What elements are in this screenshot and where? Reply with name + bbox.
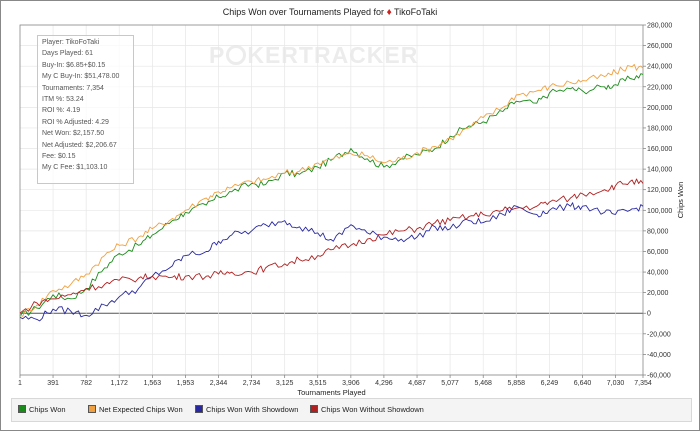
- x-tick-label: 7,030: [607, 380, 625, 387]
- y-tick-label: 280,000: [647, 23, 672, 30]
- y-tick-label: 240,000: [647, 64, 672, 71]
- stat-my-c-fee: My C Fee: $1,103.10: [42, 164, 108, 172]
- x-tick-label: 1,953: [177, 380, 195, 387]
- stat-roi-adjusted: ROI % Adjusted: 4.29: [42, 118, 109, 126]
- chip-icon: [226, 45, 247, 65]
- legend-swatch-with-showdown: [195, 405, 203, 413]
- y-tick-label: 40,000: [647, 270, 669, 277]
- stat-fee: Fee: $0.15: [42, 153, 76, 161]
- y-tick-label: 140,000: [647, 167, 672, 174]
- x-tick-label: 1: [18, 380, 22, 387]
- y-tick-label: -20,000: [647, 331, 671, 338]
- x-tick-label: 782: [80, 380, 92, 387]
- chart-title-text: Chips Won over Tournaments Played for: [222, 7, 385, 17]
- plot-border: [19, 24, 644, 376]
- y-tick-label: 160,000: [647, 146, 672, 153]
- series-line-chips-won-without-showdown: [19, 178, 644, 314]
- stat-my-c-buy-in: My C Buy-In: $51,478.00: [42, 73, 120, 81]
- x-tick-label: 3,515: [309, 380, 327, 387]
- y-tick-label: 60,000: [647, 249, 669, 256]
- x-tick-label: 6,249: [541, 380, 559, 387]
- legend-item-without-showdown[interactable]: Chips Won Without Showdown: [310, 405, 424, 414]
- y-tick-label: -60,000: [647, 373, 671, 380]
- watermark: P KERTRACKER: [209, 42, 419, 68]
- y-tick-label: 220,000: [647, 84, 672, 91]
- x-tick-label: 6,640: [574, 380, 592, 387]
- chart-legend: Chips Won Net Expected Chips Won Chips W…: [11, 398, 692, 422]
- x-tick-label: 7,354: [634, 380, 652, 387]
- stat-days-played: Days Played: 61: [42, 50, 93, 58]
- stat-itm: ITM %: 53.24: [42, 96, 84, 104]
- legend-label: Chips Won Without Showdown: [321, 405, 424, 414]
- legend-item-net-expected[interactable]: Net Expected Chips Won: [88, 405, 183, 414]
- chart-title: Chips Won over Tournaments Played for ♦ …: [0, 7, 660, 18]
- x-tick-label: 3,125: [276, 380, 294, 387]
- x-tick-label: 4,687: [408, 380, 426, 387]
- stat-net-adjusted: Net Adjusted: $2,206.67: [42, 141, 117, 149]
- legend-swatch-chips-won: [18, 405, 26, 413]
- x-tick-label: 391: [47, 380, 59, 387]
- x-tick-label: 5,077: [441, 380, 459, 387]
- y-tick-label: 120,000: [647, 187, 672, 194]
- x-tick-label: 3,906: [342, 380, 360, 387]
- y-tick-label: -40,000: [647, 352, 671, 359]
- stats-box: Player: TikoFoTaki Days Played: 61 Buy-I…: [37, 35, 134, 184]
- stat-player: Player: TikoFoTaki: [42, 39, 100, 46]
- x-axis-label: Tournaments Played: [297, 388, 365, 397]
- chart-title-player: TikoFoTaki: [394, 7, 438, 17]
- legend-label: Net Expected Chips Won: [99, 405, 183, 414]
- x-tick-label: 5,468: [474, 380, 492, 387]
- y-tick-label: 180,000: [647, 125, 672, 132]
- y-tick-label: 80,000: [647, 228, 669, 235]
- stat-tournaments: Tournaments: 7,354: [42, 84, 104, 92]
- series-line-net-expected-chips-won: [19, 64, 644, 317]
- x-tick-label: 1,172: [110, 380, 128, 387]
- stat-roi: ROI %: 4.19: [42, 107, 81, 115]
- x-tick-label: 2,344: [210, 380, 228, 387]
- legend-swatch-net-expected: [88, 405, 96, 413]
- series-line-chips-won-with-showdown: [19, 202, 644, 322]
- legend-swatch-without-showdown: [310, 405, 318, 413]
- legend-label: Chips Won: [29, 405, 66, 414]
- y-tick-label: 0: [647, 311, 651, 318]
- y-tick-label: 100,000: [647, 208, 672, 215]
- x-tick-label: 2,734: [243, 380, 261, 387]
- y-tick-label: 200,000: [647, 105, 672, 112]
- x-tick-label: 1,563: [144, 380, 162, 387]
- legend-label: Chips Won With Showdown: [206, 405, 299, 414]
- player-suit-icon: ♦: [386, 7, 392, 18]
- y-tick-label: 260,000: [647, 43, 672, 50]
- y-axis-label: Chips Won: [676, 182, 685, 219]
- legend-item-chips-won[interactable]: Chips Won: [18, 405, 66, 414]
- x-tick-label: 4,296: [375, 380, 393, 387]
- x-tick-label: 5,858: [507, 380, 525, 387]
- legend-item-with-showdown[interactable]: Chips Won With Showdown: [195, 405, 298, 414]
- stat-net-won: Net Won: $2,157.50: [42, 130, 105, 138]
- stat-buy-in: Buy-In: $6.85+$0.15: [42, 61, 106, 69]
- y-tick-label: 20,000: [647, 290, 669, 297]
